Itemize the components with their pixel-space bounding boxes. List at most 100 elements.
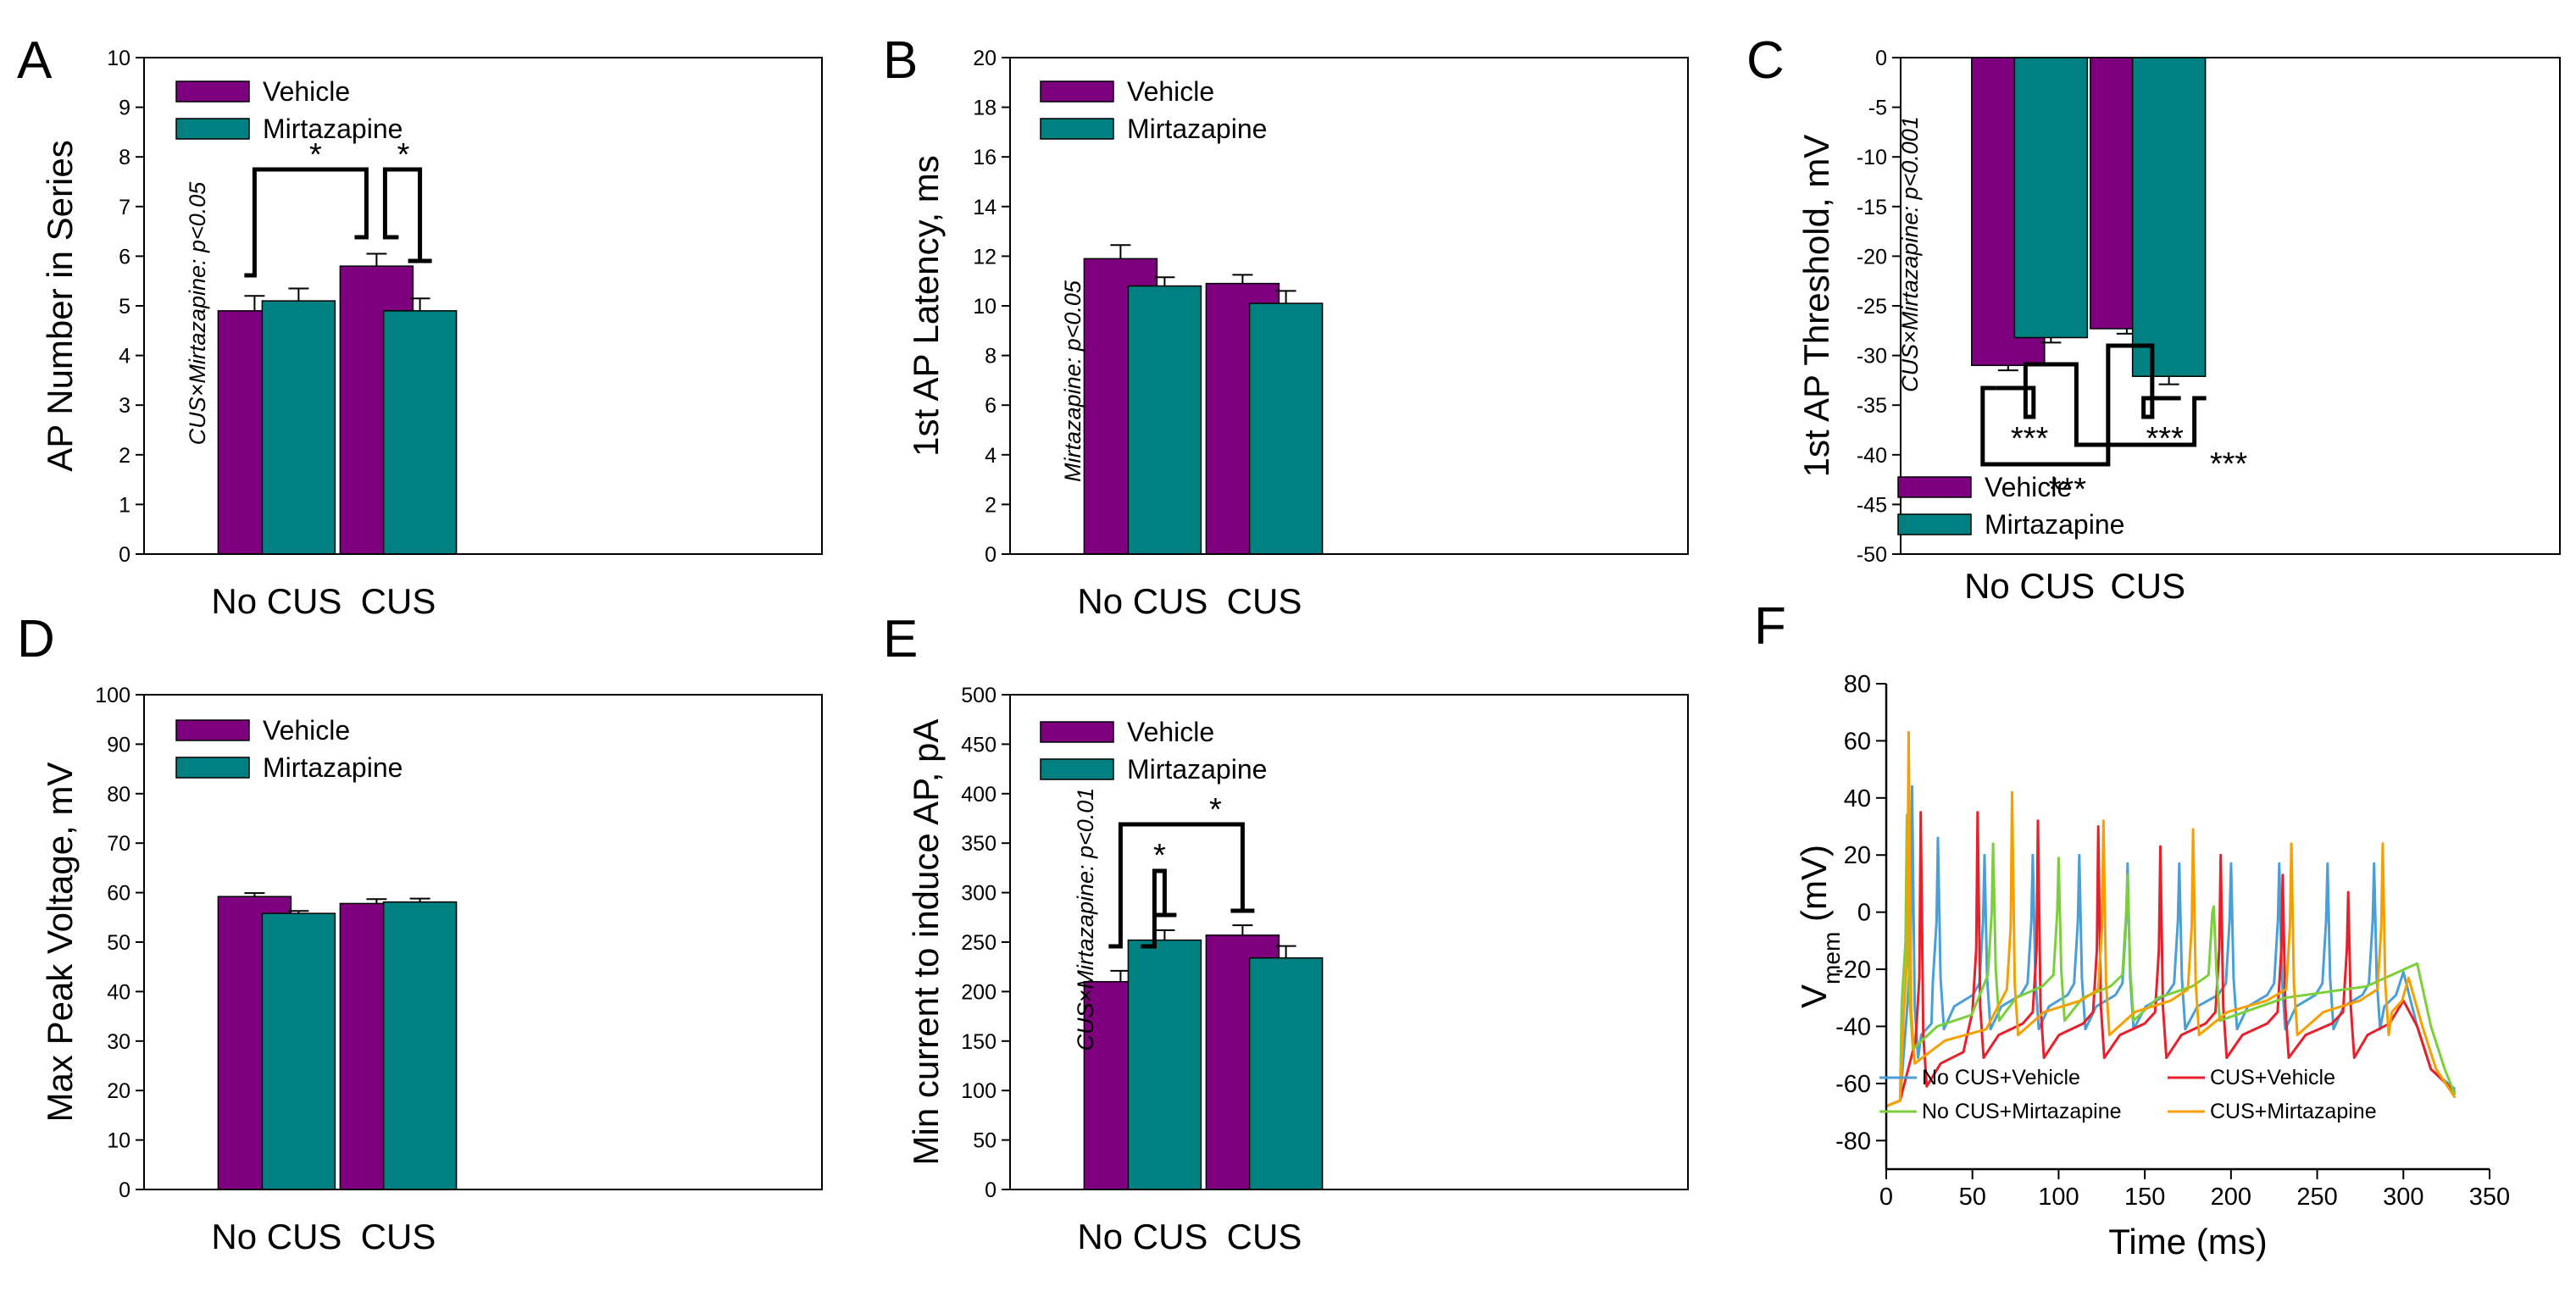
stat-annotation: Mirtazapine: p<0.05 xyxy=(1060,280,1085,482)
y-tick-label: 7 xyxy=(119,196,130,219)
bar-no-cus-mirtazapine xyxy=(261,912,336,1190)
category-label: No CUS xyxy=(1964,566,2095,606)
x-tick-label: 150 xyxy=(2124,1184,2165,1211)
y-tick-label: 8 xyxy=(985,345,997,369)
y-tick-label: 50 xyxy=(107,931,130,955)
y-label-sub: mem xyxy=(1818,932,1845,984)
legend-label: Vehicle xyxy=(263,76,350,107)
significance-star: * xyxy=(1153,838,1166,873)
legend-swatch xyxy=(1897,476,1972,498)
legend-label: Mirtazapine xyxy=(263,114,402,144)
y-tick-label: 90 xyxy=(107,733,130,757)
bar-no-cus-mirtazapine xyxy=(1127,285,1202,555)
panel-letter: C xyxy=(1746,31,1785,90)
y-tick-label: -25 xyxy=(1857,295,1887,319)
y-tick-label: 4 xyxy=(119,345,130,369)
x-axis-label: Time (ms) xyxy=(2108,1222,2267,1262)
legend-label: Vehicle xyxy=(1127,76,1214,107)
panel-E: 0 50 100 150 200 250 300 350 400 450 500 No CUS CUS M… xyxy=(883,610,1689,1256)
category-label: No CUS xyxy=(211,581,341,621)
significance-star: *** xyxy=(2049,472,2087,507)
panel-letter: B xyxy=(883,31,918,90)
significance-star: *** xyxy=(2011,421,2049,457)
legend-swatch xyxy=(175,118,250,140)
x-tick-label: 50 xyxy=(1959,1184,1986,1211)
y-tick-label: 300 xyxy=(961,882,997,906)
legend-label: Vehicle xyxy=(1127,717,1214,747)
y-tick-label: 0 xyxy=(985,1178,997,1202)
y-tick-label: 0 xyxy=(119,543,130,567)
x-tick-label: 0 xyxy=(1879,1184,1893,1211)
panel-B: 0 2 4 6 8 10 12 14 16 18 20 No CUS CUS 1st AP Latency… xyxy=(883,31,1689,621)
y-tick-label: -15 xyxy=(1857,196,1887,219)
category-label: CUS xyxy=(1227,1217,1302,1256)
bar-no-cus-mirtazapine xyxy=(1127,939,1202,1190)
y-tick-label: 2 xyxy=(985,493,997,517)
legend-label: No CUS+Vehicle xyxy=(1922,1066,2080,1090)
significance-star: *** xyxy=(2210,446,2248,482)
y-tick-label: 50 xyxy=(973,1129,997,1153)
y-tick-label: 20 xyxy=(107,1079,130,1103)
y-tick-label: 5 xyxy=(119,295,130,319)
y-tick-label: 40 xyxy=(1844,785,1871,812)
y-tick-label: 250 xyxy=(961,931,997,955)
significance-bracket xyxy=(244,167,369,278)
panel-letter: F xyxy=(1754,597,1786,656)
y-tick-label: 1 xyxy=(119,493,130,517)
category-label: CUS xyxy=(361,1217,436,1256)
y-tick-label: -40 xyxy=(1835,1013,1871,1040)
y-tick-label: 9 xyxy=(119,97,130,120)
legend-label: No CUS+Mirtazapine xyxy=(1922,1100,2122,1123)
y-tick-label: 0 xyxy=(119,1178,130,1202)
x-tick-label: 100 xyxy=(2038,1184,2079,1211)
y-tick-label: 6 xyxy=(985,394,997,418)
legend-label: Vehicle xyxy=(1985,472,2072,502)
y-tick-label: 20 xyxy=(973,47,997,70)
panel-C: 0 -5 -10 -15 -20 -25 -30 -35 -40 -45 -50 No CUS CUS 1… xyxy=(1746,31,2561,606)
legend-swatch xyxy=(175,80,250,103)
y-tick-label: 200 xyxy=(961,980,997,1004)
trace-cus-vehicle xyxy=(1885,811,2457,1108)
bar-cus-mirtazapine xyxy=(1248,302,1324,555)
y-tick-label: -20 xyxy=(1857,245,1887,269)
trace-no-cus-vehicle xyxy=(1885,785,2457,1108)
y-tick-label: 70 xyxy=(107,832,130,856)
panel-letter: A xyxy=(17,31,53,90)
legend-swatch xyxy=(1040,118,1114,140)
y-axis-label: 1st AP Threshold, mV xyxy=(1796,135,1836,478)
category-label: No CUS xyxy=(1077,1217,1208,1256)
stat-annotation: CUS×Mirtazapine: p<0.001 xyxy=(1897,116,1923,392)
y-tick-label: 10 xyxy=(107,1129,130,1153)
bar-cus-mirtazapine xyxy=(1248,957,1324,1190)
trace-no-cus-mirtazapine xyxy=(1885,813,2457,1108)
y-tick-label: 450 xyxy=(961,733,997,757)
y-label-main: V xyxy=(1794,984,1834,1008)
significance-star: * xyxy=(397,137,410,173)
significance-bracket xyxy=(2131,343,2181,419)
y-tick-label: 2 xyxy=(119,444,130,468)
significance-star: * xyxy=(1209,792,1222,828)
x-tick-label: 200 xyxy=(2211,1184,2251,1211)
bar-no-cus-mirtazapine xyxy=(2013,57,2089,339)
significance-bracket xyxy=(1108,822,1255,949)
y-tick-label: -60 xyxy=(1835,1071,1871,1098)
y-tick-label: -50 xyxy=(1857,543,1887,567)
panel-D: 0 10 20 30 40 50 60 70 80 90 100 No CUS CUS Max Peak … xyxy=(17,610,823,1256)
y-tick-label: -45 xyxy=(1857,493,1887,517)
y-axis-label: Vmem (mV) xyxy=(1794,845,1845,1008)
y-axis-label: AP Number in Series xyxy=(40,140,80,471)
y-tick-label: 30 xyxy=(107,1030,130,1054)
stat-annotation: CUS×Mirtazapine: p<0.01 xyxy=(1073,788,1098,1051)
y-tick-label: 20 xyxy=(1844,842,1871,869)
y-tick-label: 12 xyxy=(973,245,997,269)
y-tick-label: -10 xyxy=(1857,146,1887,169)
bar-no-cus-mirtazapine xyxy=(261,300,336,555)
y-tick-label: 80 xyxy=(1844,671,1871,698)
y-tick-label: 18 xyxy=(973,97,997,120)
trace-cus-mirtazapine xyxy=(1885,730,2457,1108)
category-label: CUS xyxy=(361,581,436,621)
bar-cus-mirtazapine xyxy=(382,901,458,1190)
category-label: CUS xyxy=(1227,581,1302,621)
category-label: CUS xyxy=(2110,566,2185,606)
